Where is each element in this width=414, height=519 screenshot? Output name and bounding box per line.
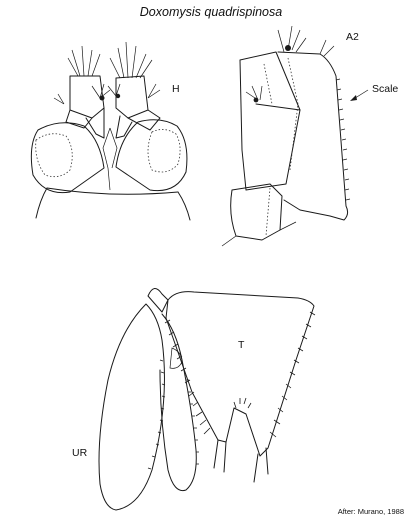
scale-arrow xyxy=(350,89,369,101)
head-drawing xyxy=(30,41,191,221)
telson-drawing xyxy=(147,288,316,483)
uropod-label: UR xyxy=(72,447,88,459)
figure-credit: After: Murano, 1988 xyxy=(338,507,404,516)
figure-title: Doxomysis quadrispinosa xyxy=(140,5,282,19)
antenna2-label: A2 xyxy=(346,31,359,43)
head-label: H xyxy=(172,83,180,95)
uropod-drawing xyxy=(98,303,199,511)
antenna2-drawing xyxy=(221,25,351,247)
scale-label: Scale xyxy=(372,83,398,95)
telson-label: T xyxy=(238,339,245,351)
